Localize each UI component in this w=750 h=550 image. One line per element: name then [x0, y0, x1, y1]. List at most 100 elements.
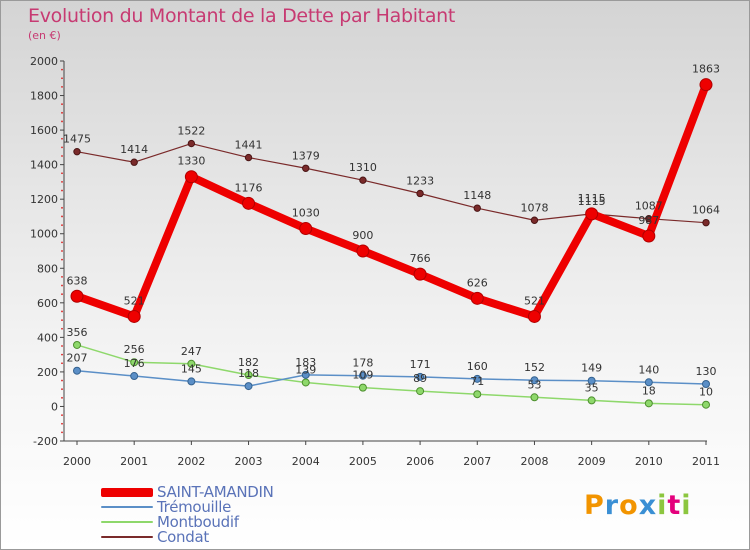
y-minor-tick	[61, 241, 63, 244]
data-point	[301, 370, 310, 379]
data-point	[587, 376, 596, 385]
data-label: 256	[124, 343, 145, 356]
x-tick-label: 2006	[406, 455, 434, 468]
x-tick-label: 2002	[177, 455, 205, 468]
data-label: 1310	[349, 161, 377, 174]
y-minor-tick	[61, 310, 63, 313]
data-point	[73, 366, 81, 375]
logo-letter: i	[657, 490, 668, 521]
data-label: 1115	[578, 192, 606, 205]
data-label: 1233	[406, 174, 434, 187]
legend-item: SAINT-AMANDIN	[101, 485, 361, 500]
data-label: 207	[67, 352, 88, 365]
y-minor-tick	[61, 284, 63, 287]
data-point	[530, 216, 539, 224]
data-label: 1064	[692, 204, 720, 217]
y-minor-tick	[61, 86, 63, 88]
legend-label: Condat	[157, 528, 209, 546]
y-minor-tick	[61, 137, 63, 140]
data-point	[356, 244, 370, 258]
data-point	[527, 309, 541, 323]
y-tick-label: -200	[33, 435, 58, 448]
y-tick-label: 1200	[30, 193, 58, 206]
data-label: 247	[181, 345, 202, 358]
y-minor-tick	[61, 155, 63, 157]
y-minor-tick	[61, 422, 63, 425]
data-label: 1475	[63, 133, 91, 146]
y-minor-tick	[61, 215, 63, 218]
data-label: 183	[295, 356, 316, 369]
data-label: 35	[585, 381, 599, 394]
data-label: 1522	[177, 125, 205, 138]
data-point	[127, 309, 141, 323]
legend-swatch	[101, 536, 153, 538]
data-point	[416, 189, 424, 198]
data-point	[70, 289, 84, 303]
data-point	[473, 390, 482, 399]
legend-label: Trémouille	[157, 498, 232, 516]
data-label: 10	[699, 386, 713, 399]
x-tick-label: 2000	[63, 455, 91, 468]
y-tick-label: 2000	[30, 55, 58, 68]
legend-swatch	[101, 487, 153, 497]
chart-title: Evolution du Montant de la Dette par Hab…	[28, 5, 456, 27]
y-minor-tick	[61, 379, 63, 382]
data-point	[473, 374, 482, 383]
data-label: 1863	[692, 63, 720, 76]
data-label: 145	[181, 362, 202, 375]
y-minor-tick	[61, 189, 63, 192]
data-label: 521	[524, 294, 545, 307]
series-line	[76, 142, 707, 224]
series-line	[76, 344, 707, 406]
data-point	[470, 291, 484, 305]
legend-swatch	[101, 521, 153, 523]
data-point	[702, 400, 710, 409]
logo-letter: r	[604, 490, 620, 521]
x-tick-label: 2005	[349, 455, 377, 468]
data-label: 176	[124, 357, 145, 370]
data-label: 1148	[463, 189, 491, 202]
y-minor-tick	[61, 77, 63, 80]
y-minor-tick	[61, 68, 63, 71]
x-tick-label: 2010	[635, 455, 663, 468]
data-point	[73, 147, 81, 156]
data-point	[416, 372, 425, 381]
y-tick-label: 600	[37, 297, 58, 310]
data-point	[358, 371, 367, 380]
y-tick-label: 1000	[30, 228, 58, 241]
y-tick-label: 400	[37, 331, 58, 344]
data-label: 118	[238, 367, 259, 380]
y-minor-tick	[61, 396, 63, 399]
x-tick-label: 2011	[692, 455, 720, 468]
data-label: 53	[527, 378, 541, 391]
data-label: 1078	[520, 201, 548, 214]
y-minor-tick	[61, 353, 63, 356]
y-minor-tick	[61, 362, 63, 365]
data-label: 766	[410, 252, 431, 265]
data-point	[473, 204, 481, 212]
y-minor-tick	[61, 250, 63, 252]
data-label: 149	[581, 362, 602, 375]
y-tick-label: 800	[37, 262, 58, 275]
data-label: 89	[413, 372, 427, 385]
data-point	[242, 196, 256, 210]
data-point	[187, 377, 196, 386]
data-point	[130, 372, 139, 381]
y-minor-tick	[61, 431, 63, 434]
y-tick-label: 1800	[30, 90, 58, 103]
y-minor-tick	[61, 146, 63, 149]
x-tick-label: 2008	[520, 455, 548, 468]
x-tick-label: 2007	[463, 455, 491, 468]
data-point	[302, 164, 310, 172]
data-label: 1115	[578, 195, 606, 208]
logo-letter: t	[667, 490, 682, 521]
data-label: 626	[467, 276, 488, 289]
y-minor-tick	[61, 345, 63, 347]
x-tick-label: 2003	[235, 455, 263, 468]
data-label: 171	[410, 358, 431, 371]
data-point	[642, 229, 656, 243]
y-minor-tick	[61, 224, 63, 226]
legend-item: Trémouille	[101, 500, 361, 515]
data-label: 71	[470, 375, 484, 388]
